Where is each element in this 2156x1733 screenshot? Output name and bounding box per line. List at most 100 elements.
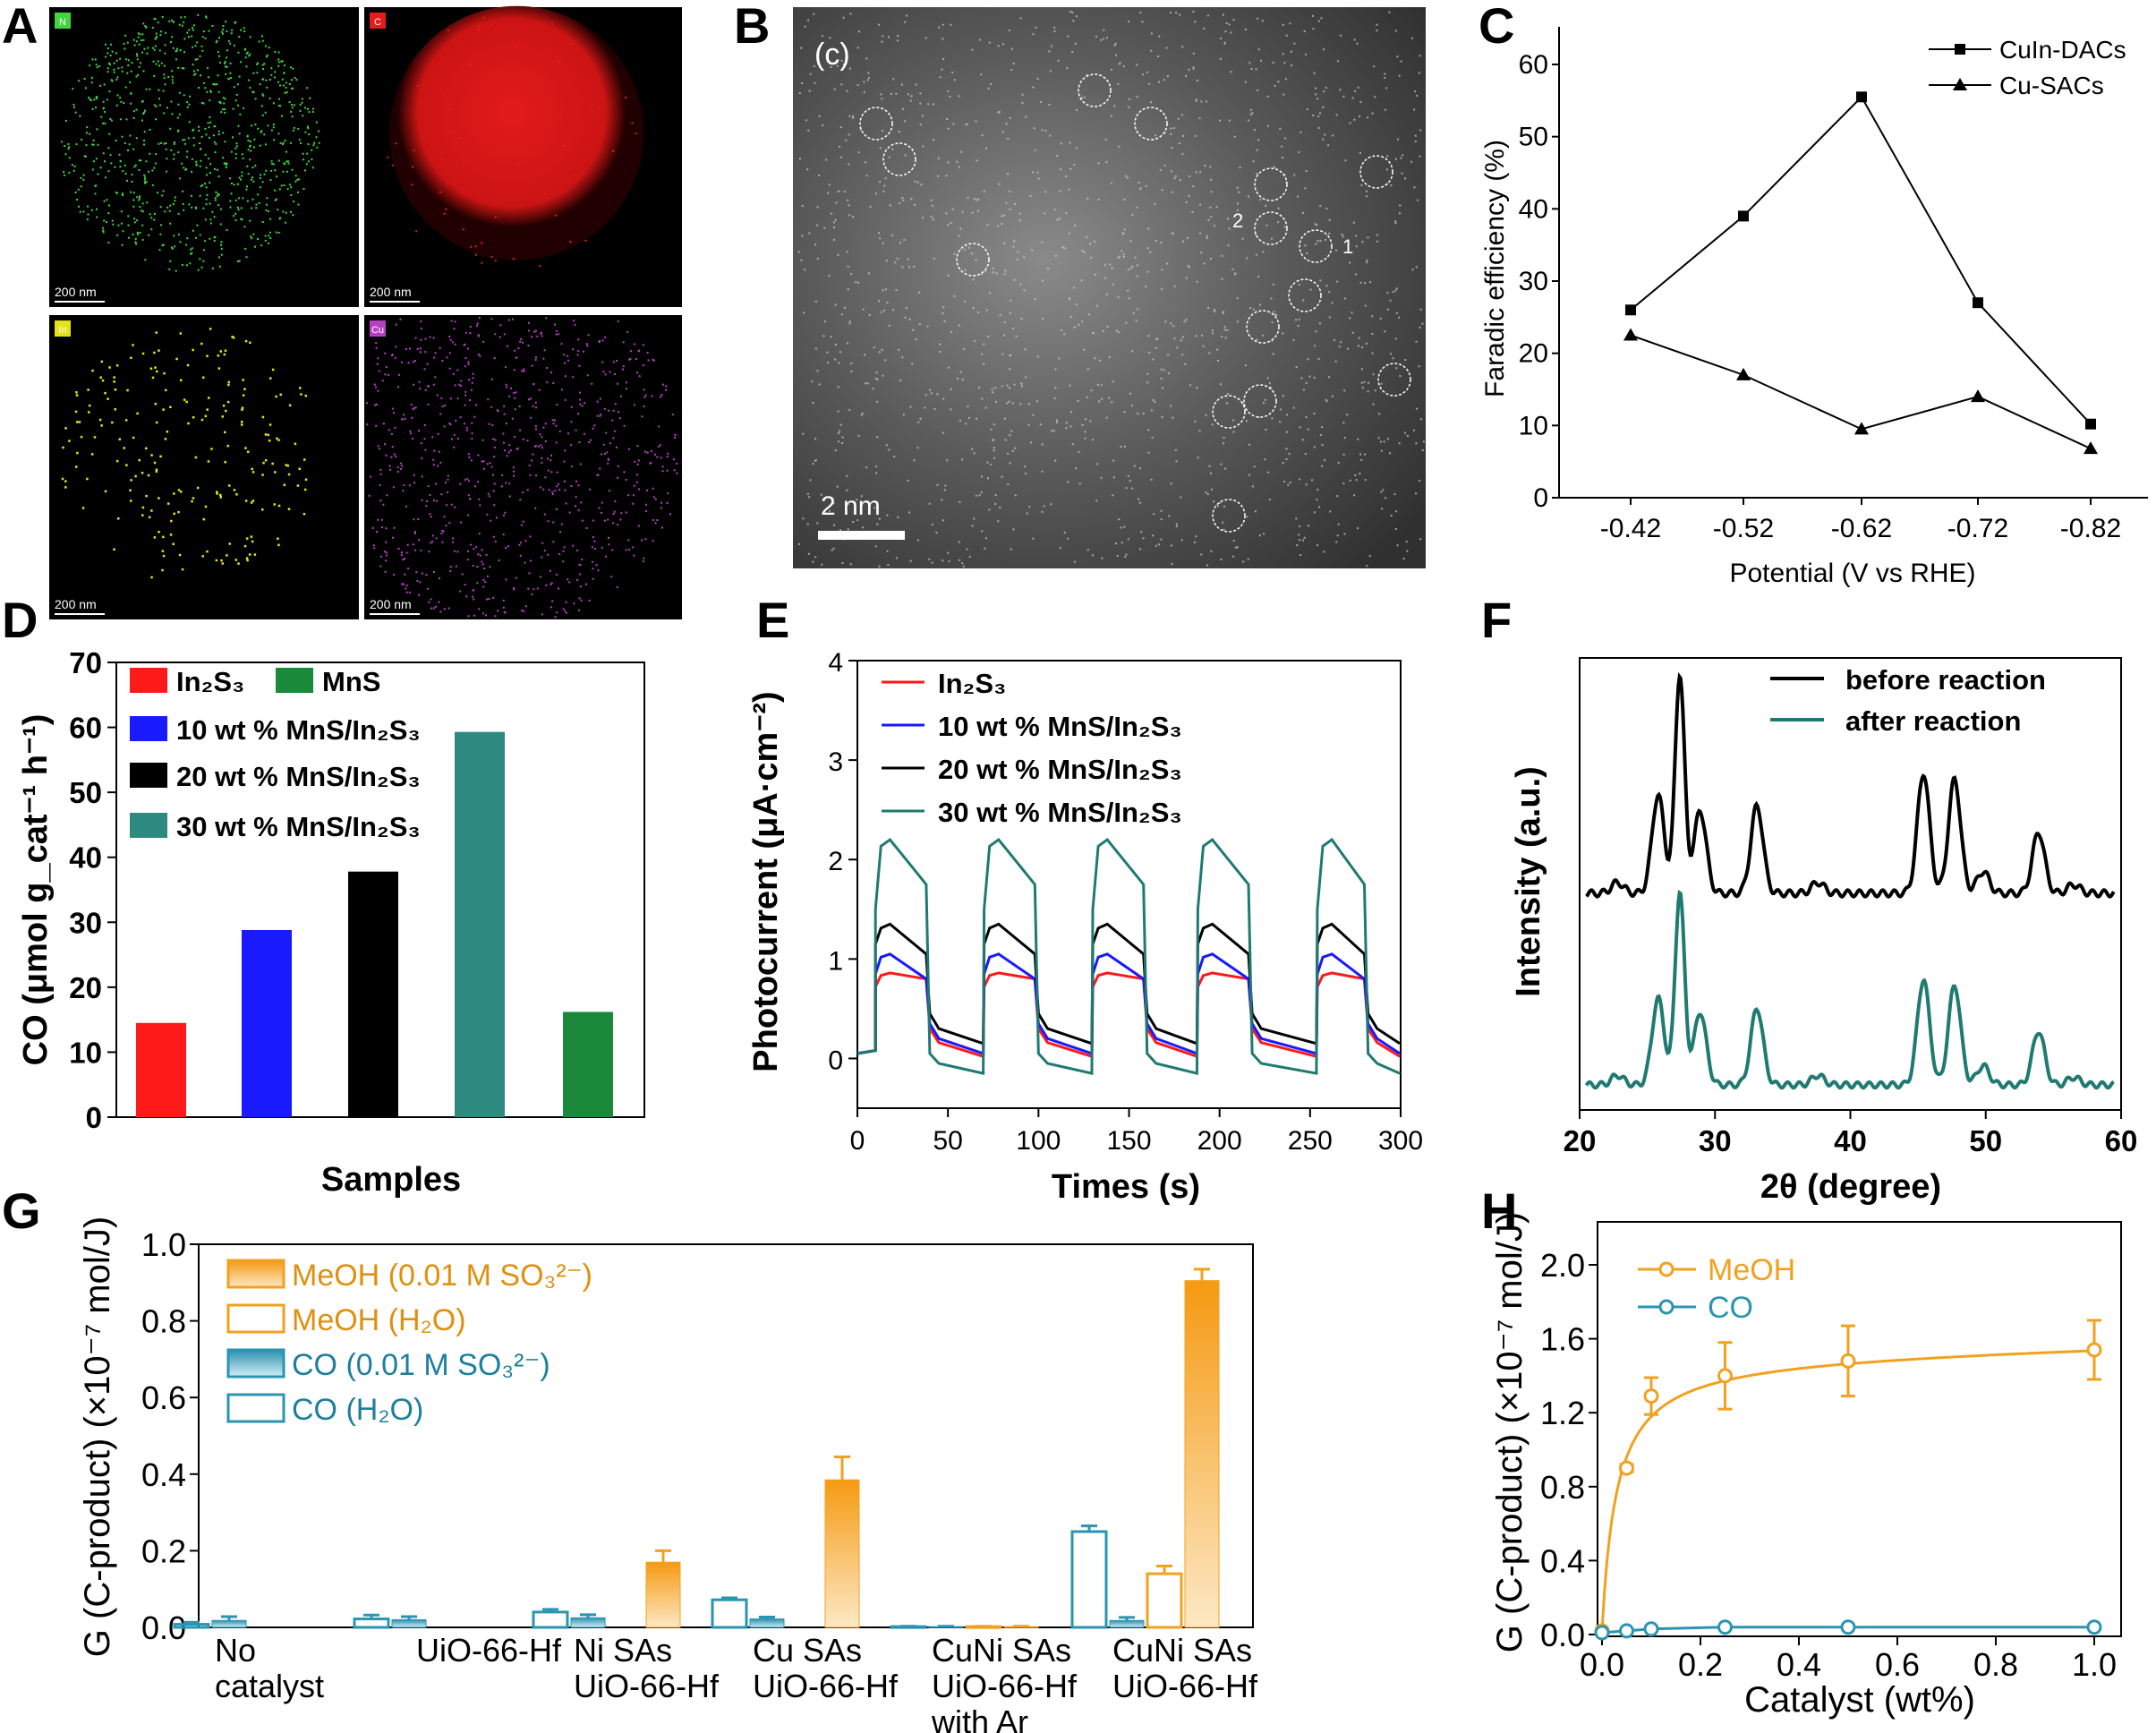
stem-scale-label: 2 nm xyxy=(821,491,881,521)
d-y-tick-label: 60 xyxy=(69,712,102,745)
h-point xyxy=(1717,1368,1733,1384)
g-legend-label: MeOH (H₂O) xyxy=(292,1303,466,1337)
c-legend-marker xyxy=(1955,44,1965,55)
panel-c-label: C xyxy=(1479,0,1514,54)
g-legend-swatch xyxy=(226,1348,285,1379)
e-y-tick-label: 3 xyxy=(828,747,843,777)
g-error-bar xyxy=(1194,1268,1210,1281)
h-point xyxy=(1840,1353,1856,1369)
d-legend-swatch xyxy=(130,763,167,788)
h-axes xyxy=(1597,1221,2122,1637)
c-y-tick-label: 10 xyxy=(1519,411,1548,440)
h-point xyxy=(1840,1619,1856,1635)
panel-b-label: B xyxy=(734,0,770,54)
map-scale-label: 200 nm xyxy=(55,285,97,299)
f-x-tick-label: 50 xyxy=(1969,1124,2002,1157)
e-x-tick-label: 250 xyxy=(1288,1126,1333,1156)
e-y-tick-label: 2 xyxy=(828,847,843,876)
g-y-tick-label: 0.2 xyxy=(141,1532,186,1569)
stem-atom-circles xyxy=(859,73,1411,533)
g-bar xyxy=(711,1598,748,1629)
c-point xyxy=(1625,304,1636,316)
h-x-tick-label: 0.4 xyxy=(1777,1646,1821,1683)
map-scale-label: 200 nm xyxy=(370,597,412,611)
g-legend-swatch xyxy=(226,1303,285,1334)
h-x-tick-label: 0.0 xyxy=(1580,1646,1624,1683)
f-series-line xyxy=(1585,671,2116,899)
f-x-tick-label: 60 xyxy=(2105,1124,2138,1157)
g-x-tick-label: Ni SAs xyxy=(574,1632,672,1669)
c-point xyxy=(1971,389,1985,403)
e-x-axis-title: Times (s) xyxy=(1052,1168,1200,1206)
d-x-axis-title: Samples xyxy=(321,1161,461,1199)
d-bar-4 xyxy=(455,731,505,1117)
f-y-axis-title: Intensity (a.u.) xyxy=(1510,766,1547,997)
d-legend-swatch xyxy=(276,668,313,693)
g-y-tick-label: 0.8 xyxy=(141,1303,186,1340)
stem-circle xyxy=(1134,107,1168,141)
f-legend-label: after reaction xyxy=(1845,705,2021,737)
c-legend-label: Cu-SACs xyxy=(1999,72,2104,99)
panel-e: E 0 1 2 3 4 0 50 100 150 200 250 300 Times (s) Photoc… xyxy=(747,592,1423,1206)
g-bar xyxy=(1070,1530,1108,1629)
d-legend-swatch xyxy=(130,813,167,838)
stem-circle xyxy=(1359,155,1393,189)
g-axes xyxy=(198,1243,1254,1628)
panel-f: F 20 30 40 50 60 2θ (degree) Intensity (a.u.) b… xyxy=(1481,592,2137,1206)
c-point xyxy=(1738,210,1749,222)
panel-a-label: A xyxy=(2,0,38,54)
d-y-tick-label: 20 xyxy=(69,971,102,1004)
c-y-tick-label: 0 xyxy=(1533,483,1548,513)
e-y-tick-label: 0 xyxy=(828,1046,843,1075)
f-legend-label: before reaction xyxy=(1845,664,2046,696)
map-tag: In xyxy=(58,325,66,336)
map-cu: Cu 200 nm xyxy=(364,315,682,619)
h-x-tick-label: 1.0 xyxy=(2072,1646,2117,1683)
h-y-axis-title: G (C-product) (×10⁻⁷ mol/J) xyxy=(1490,1212,1530,1652)
g-bar xyxy=(1184,1280,1220,1628)
c-legend-label: CuIn-DACs xyxy=(1999,36,2126,64)
g-x-tick-label: UiO-66-Hf xyxy=(574,1668,720,1704)
c-point xyxy=(1623,328,1638,341)
stem-circle xyxy=(882,142,916,176)
h-x-tick-label: 0.6 xyxy=(1875,1646,1920,1683)
map-scale-label: 200 nm xyxy=(55,597,97,611)
h-legend-marker xyxy=(1658,1261,1675,1277)
g-x-tick-label: catalyst xyxy=(215,1668,324,1704)
d-y-tick-label: 70 xyxy=(69,646,102,679)
c-y-axis-title: Faradic efficiency (%) xyxy=(1480,140,1510,397)
h-y-tick-label: 1.6 xyxy=(1540,1321,1585,1358)
f-x-tick-label: 40 xyxy=(1834,1124,1867,1157)
d-legend-swatch xyxy=(130,668,167,693)
h-legend-label: CO xyxy=(1708,1291,1753,1325)
h-point xyxy=(1619,1623,1634,1639)
elemental-maps: N 200 nm C 200 nm In 200 nm Cu 200 nm xyxy=(49,5,682,619)
stem-circle xyxy=(1212,395,1246,429)
panel-d: D 0 10 20 30 40 50 60 70 Samples CO (μmol g_cat⁻¹… xyxy=(2,592,645,1199)
c-y-tick-label: 20 xyxy=(1519,339,1548,369)
d-legend-label: 30 wt % MnS/In₂S₃ xyxy=(176,811,421,842)
g-bar xyxy=(1109,1619,1145,1628)
g-legend-swatch xyxy=(226,1393,285,1423)
d-bar-3 xyxy=(348,871,398,1117)
g-error-bar xyxy=(721,1596,737,1601)
stem-mark-2: 2 xyxy=(1232,209,1243,232)
c-x-tick-label: -0.82 xyxy=(2060,514,2121,543)
g-error-bar xyxy=(1119,1616,1135,1621)
e-y-tick-label: 4 xyxy=(828,648,843,678)
h-point xyxy=(2086,1619,2102,1635)
e-x-tick-label: 200 xyxy=(1197,1126,1242,1156)
stem-circle xyxy=(1377,363,1411,397)
h-point xyxy=(1643,1621,1659,1637)
g-error-bar xyxy=(363,1613,379,1619)
e-legend-label: 30 wt % MnS/In₂S₃ xyxy=(938,797,1182,828)
g-error-bar xyxy=(759,1615,775,1619)
g-error-bar xyxy=(221,1615,237,1621)
stem-circle xyxy=(1254,211,1288,245)
map-tag: Cu xyxy=(371,325,384,336)
d-y-tick-label: 0 xyxy=(86,1101,102,1134)
map-tag-box xyxy=(55,13,71,29)
g-bar xyxy=(391,1618,427,1628)
stem-circle xyxy=(956,243,990,277)
g-legend-label: CO (H₂O) xyxy=(292,1393,423,1427)
